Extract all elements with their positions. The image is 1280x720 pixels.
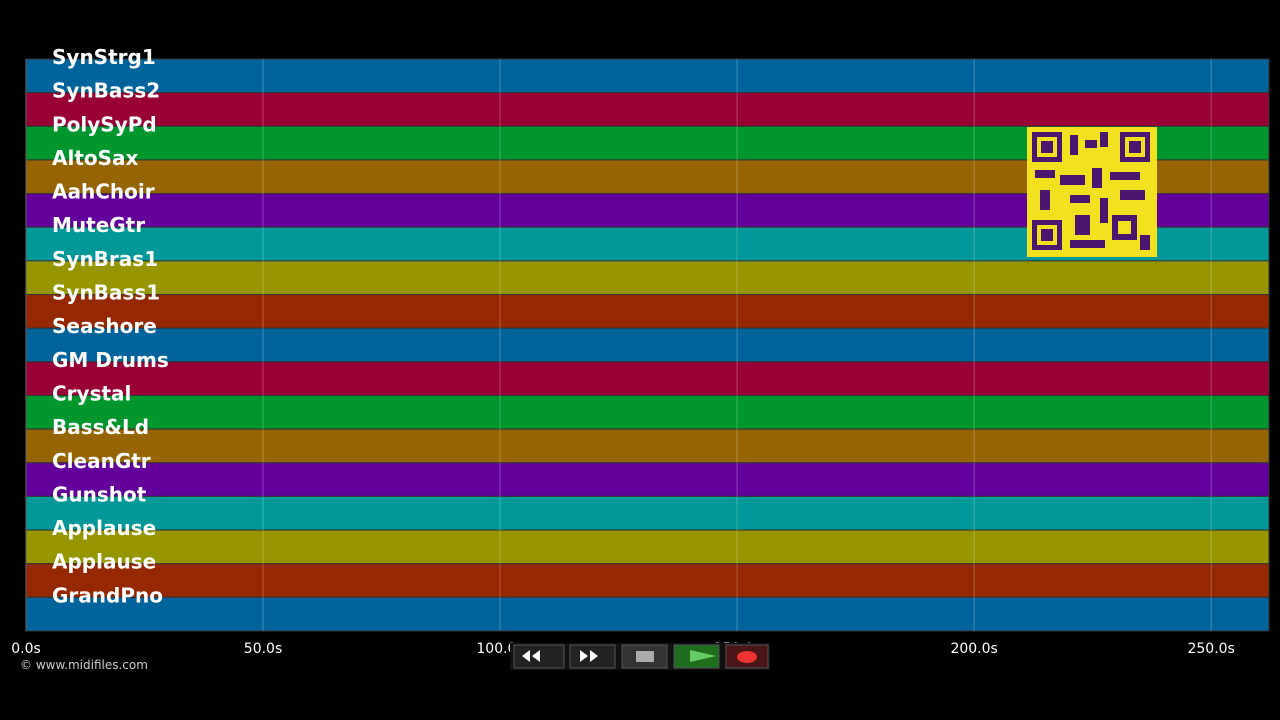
track-name: Applause: [52, 550, 156, 574]
track-name: SynStrg1: [52, 45, 156, 69]
track-row: [25, 361, 1270, 396]
x-tick-label: 200.0s: [950, 641, 997, 657]
x-tick-label: 0.0s: [11, 641, 41, 657]
track-name: GM Drums: [52, 348, 169, 372]
track-name: AltoSax: [52, 146, 139, 170]
track-row: [25, 260, 1270, 296]
track-labels: SynStrg1 SynBass2 PolySyPd AltoSax AahChoir M…: [52, 45, 169, 607]
track-row: [25, 92, 1270, 127]
transport-controls: [510, 643, 770, 670]
track-name: Gunshot: [52, 482, 147, 506]
grid: [25, 59, 1212, 631]
qr-code: [1027, 127, 1157, 257]
track-name: SynBass2: [52, 79, 160, 103]
track-name: PolySyPd: [52, 112, 157, 136]
record-button[interactable]: [725, 644, 769, 669]
track-row: [25, 596, 1270, 632]
track-name: Seashore: [52, 314, 157, 338]
track-name: CleanGtr: [52, 449, 151, 473]
track-row: [25, 294, 1270, 329]
credit: © www.midifiles.com: [20, 658, 148, 672]
track-name: SynBass1: [52, 281, 160, 305]
track-name: Crystal: [52, 381, 131, 405]
track-row: [25, 495, 1270, 531]
track-name: SynBras1: [52, 247, 158, 271]
x-tick-label: 250.0s: [1187, 641, 1234, 657]
rewind-button[interactable]: [513, 644, 565, 669]
forward-button[interactable]: [569, 644, 616, 669]
track-name: AahChoir: [52, 180, 155, 204]
stop-button[interactable]: [621, 644, 668, 669]
track-name: Applause: [52, 516, 156, 540]
track-row: [25, 563, 1270, 598]
track-row: [25, 394, 1270, 430]
track-row: [25, 529, 1270, 565]
track-row: [25, 58, 1270, 94]
track-row: [25, 462, 1270, 497]
play-button[interactable]: [673, 644, 720, 669]
track-name: Bass&Ld: [52, 415, 149, 439]
x-tick-label: 50.0s: [244, 641, 282, 657]
track-name: GrandPno: [52, 583, 163, 607]
track-row: [25, 428, 1270, 464]
track-row: [25, 327, 1270, 363]
track-name: MuteGtr: [52, 213, 145, 237]
